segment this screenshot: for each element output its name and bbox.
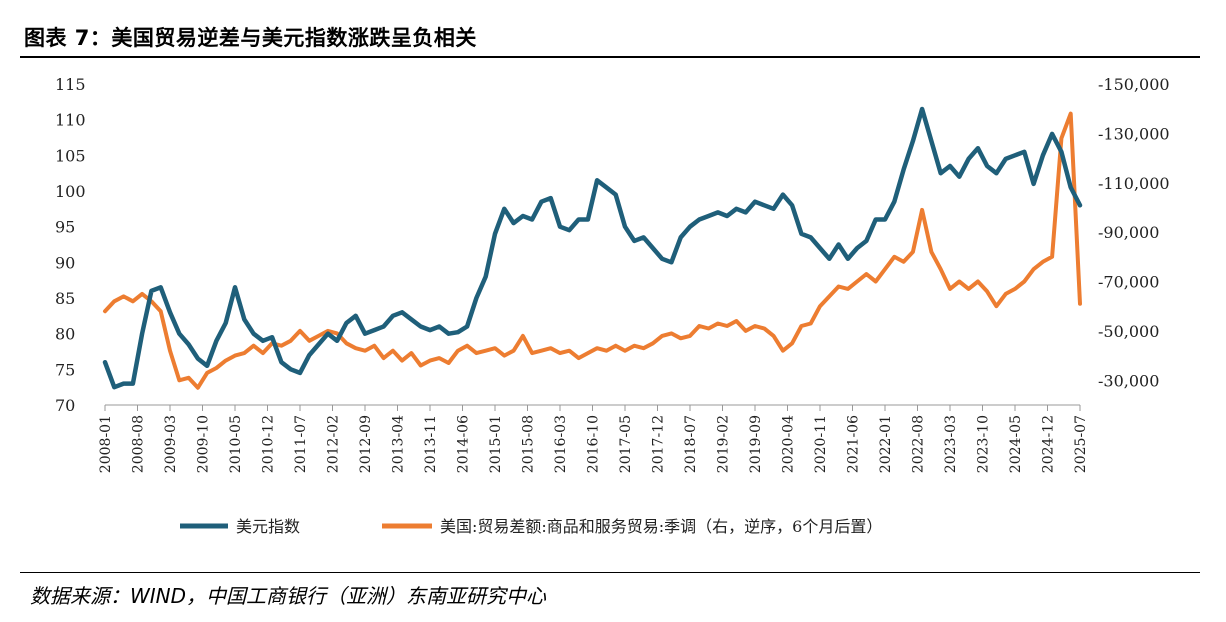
series-layer — [102, 106, 1083, 390]
x-tick-label: 2011-07 — [293, 415, 309, 473]
x-tick-label: 2015-01 — [488, 415, 504, 473]
x-tick-label: 2014-06 — [456, 415, 472, 473]
x-tick-label: 2022-08 — [911, 415, 927, 473]
y-right-tick-label: -30,000 — [1098, 371, 1159, 390]
x-tick-label: 2023-03 — [943, 415, 959, 473]
x-tick-label: 2013-11 — [423, 415, 439, 473]
x-tick-label: 2008-08 — [131, 415, 147, 473]
source-note: 数据来源：WIND，中国工商银行（亚洲）东南亚研究中心 — [30, 584, 547, 608]
x-tick-label: 2022-01 — [878, 415, 894, 473]
x-tick-label: 2020-04 — [781, 415, 797, 473]
x-tick-label: 2019-02 — [716, 415, 732, 473]
legend-label-trade: 美国:贸易差额:商品和服务贸易:季调（右，逆序，6个月后置） — [440, 517, 882, 536]
x-tick-label: 2009-10 — [196, 415, 212, 473]
y-right-tick-label: -70,000 — [1098, 273, 1159, 292]
x-tick-label: 2021-06 — [846, 415, 862, 473]
x-tick-label: 2013-04 — [391, 415, 407, 473]
y-left-tick-label: 105 — [55, 146, 86, 165]
x-tick-label: 2010-05 — [228, 415, 244, 473]
legend: 美元指数 美国:贸易差额:商品和服务贸易:季调（右，逆序，6个月后置） — [180, 517, 882, 536]
y-left-tick-label: 85 — [55, 289, 75, 308]
trade-balance-series-line — [103, 111, 1082, 390]
y-left-tick-label: 90 — [55, 253, 75, 272]
dxy-series-line — [102, 106, 1083, 390]
source-rule — [20, 572, 1200, 573]
x-tick-label: 2017-05 — [618, 415, 634, 473]
x-tick-label: 2015-08 — [521, 415, 537, 473]
x-tick-label: 2009-03 — [163, 415, 179, 473]
y-right-tick-label: -50,000 — [1098, 322, 1159, 341]
x-tick-label: 2017-12 — [651, 415, 667, 473]
y-left-tick-label: 80 — [55, 325, 75, 344]
y-left-tick-label: 110 — [55, 111, 86, 130]
axes-group: 2008-01 2008-08 2009-03 2009-10 2010-05 2010-… — [55, 75, 1170, 473]
x-tick-label: 2008-01 — [98, 415, 114, 473]
y-left-tick-label: 115 — [55, 75, 86, 94]
chart-svg: 2008-01 2008-08 2009-03 2009-10 2010-05 2010-… — [55, 75, 1170, 536]
x-tick-label: 2018-07 — [683, 415, 699, 473]
y-right-tick-label: -150,000 — [1098, 75, 1170, 94]
x-tick-label: 2016-03 — [553, 415, 569, 473]
chart-title: 图表 7：美国贸易逆差与美元指数涨跌呈负相关 — [24, 26, 477, 50]
x-tick-label: 2010-12 — [261, 415, 277, 473]
x-tick-label: 2023-10 — [976, 415, 992, 473]
x-tick-label: 2024-12 — [1041, 415, 1057, 473]
x-tick-label: 2016-10 — [586, 415, 602, 473]
y-right-tick-label: -130,000 — [1098, 124, 1170, 143]
y-right-tick-label: -110,000 — [1098, 174, 1170, 193]
x-tick-label: 2012-02 — [326, 415, 342, 473]
x-tick-label: 2019-09 — [748, 415, 764, 473]
y-left-tick-label: 70 — [55, 396, 75, 415]
x-tick-label: 2020-11 — [813, 415, 829, 473]
y-right-tick-label: -90,000 — [1098, 223, 1159, 242]
x-tick-label: 2024-05 — [1008, 415, 1024, 473]
x-tick-label: 2012-09 — [358, 415, 374, 473]
x-tick-label: 2025-07 — [1073, 415, 1089, 473]
y-left-tick-label: 100 — [55, 182, 86, 201]
title-rule — [20, 56, 1200, 58]
legend-label-dxy: 美元指数 — [236, 517, 300, 536]
y-left-tick-label: 95 — [55, 218, 75, 237]
y-left-tick-label: 75 — [55, 360, 75, 379]
